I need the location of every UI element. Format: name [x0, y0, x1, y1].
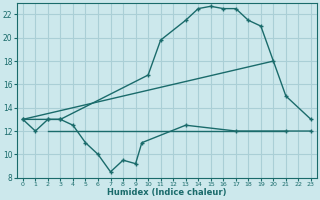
X-axis label: Humidex (Indice chaleur): Humidex (Indice chaleur): [107, 188, 227, 197]
